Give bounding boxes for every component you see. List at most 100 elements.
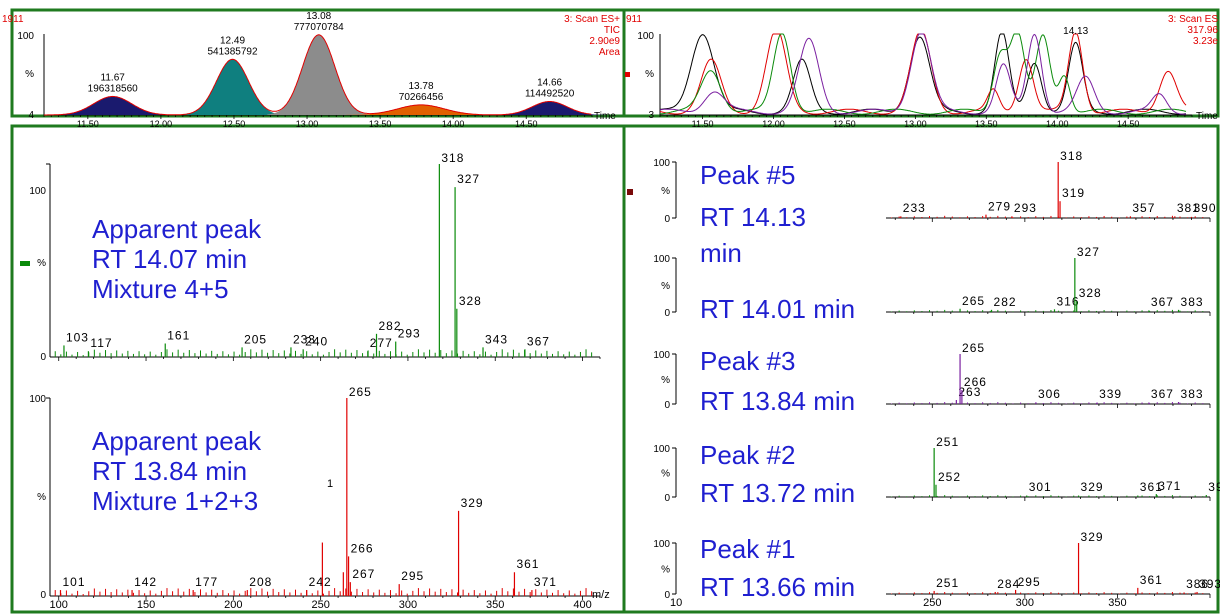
ion-trace xyxy=(659,33,1187,115)
ls0-y-bottom: 0 xyxy=(40,352,46,363)
tl-x-label: Time xyxy=(594,111,616,122)
tic-chromatogram: 11.50 12.00 12.50 13.00 13.50 14.00 14.50 11.67… xyxy=(43,11,606,129)
tic-peak-area xyxy=(493,101,606,115)
rs-marker xyxy=(627,189,633,195)
rs0-peak-label: 357 xyxy=(1132,201,1155,215)
rs3-peak-label: 329 xyxy=(1081,480,1104,494)
ls0-peak-label: 328 xyxy=(459,294,482,308)
ls0-peak-label: 240 xyxy=(305,334,328,348)
ls1-peak-label: 265 xyxy=(349,385,372,399)
ls0-peak-label: 367 xyxy=(527,334,550,348)
ls1-x-tick-label: 400 xyxy=(573,599,591,611)
tr-x-tick-label: 14.50 xyxy=(1117,119,1140,129)
rs2-peak-label: 263 xyxy=(958,385,981,399)
ls1-y-top: 100 xyxy=(29,394,46,405)
rs-y-mid-label: % xyxy=(661,375,670,386)
rs4-peak-label: 251 xyxy=(936,576,959,590)
rs-y-bottom-label: 0 xyxy=(664,214,670,225)
ion-trace xyxy=(659,33,1187,115)
tl-header-right-2: TIC xyxy=(604,25,620,36)
ls1-x-tick-label: 150 xyxy=(137,599,155,611)
rs4-peak-label: 361 xyxy=(1140,573,1163,587)
tr-header-right-3: 3.23e xyxy=(1193,36,1218,47)
tr-y-mid: % xyxy=(645,69,654,80)
rs4-peak-label: 295 xyxy=(1018,575,1041,589)
ls1-x-tick-label: 100 xyxy=(50,599,68,611)
ls0-peak-label: 282 xyxy=(379,319,402,333)
tic-peak-area xyxy=(51,96,174,115)
tic-peak-rt-label: 13.78 xyxy=(409,81,434,92)
peak-spectrum-3: 100% 0 263 265 266 306 339 367 383 xyxy=(653,341,1211,411)
tr-header-left: 911 xyxy=(626,14,642,25)
ls1-x-tick-label: 300 xyxy=(399,599,417,611)
rs4-x-tick-label: 250 xyxy=(923,597,941,609)
rs0-peak-label: 318 xyxy=(1060,149,1083,163)
rs3-annotation-1: Peak #2 xyxy=(700,440,795,470)
tl-header-right-3: 2.90e9 xyxy=(589,36,620,47)
rs-y-mid-label: % xyxy=(661,565,670,576)
ls0-peak-label: 343 xyxy=(485,332,508,346)
rs-y-mid-label: % xyxy=(661,186,670,197)
tl-y-bottom: 4 xyxy=(28,110,34,121)
tl-x-tick-label: 13.00 xyxy=(296,119,319,129)
tr-x-tick-label: 11.50 xyxy=(692,119,714,129)
ls1-y-mid: % xyxy=(37,492,46,503)
ls0-peak-label: 233 xyxy=(293,332,316,346)
tic-peak-area-label: 777070784 xyxy=(294,22,344,33)
tr-x-tick-label: 13.50 xyxy=(975,119,998,129)
rs2-peak-label: 265 xyxy=(962,341,985,355)
ls0-peak-label: 327 xyxy=(457,172,480,186)
tr-x-tick-label: 14.00 xyxy=(1046,119,1069,129)
rs-y-top-label: 100 xyxy=(653,254,670,265)
rs0-peak-label: 390 xyxy=(1193,201,1216,215)
rs3-peak-label: 251 xyxy=(936,435,959,449)
tl-x-tick-label: 11.50 xyxy=(77,119,99,129)
tic-peak-rt-label: 13.08 xyxy=(306,11,331,22)
tic-peak-area-label: 541385792 xyxy=(207,46,257,57)
rs0-peak-label: 293 xyxy=(1014,201,1037,215)
ls0-peak-label: 318 xyxy=(441,151,464,165)
rs4-peak-label: 329 xyxy=(1081,530,1104,544)
tr-header-right: 3: Scan ES xyxy=(1168,14,1218,25)
ls1-peak-label: 267 xyxy=(352,567,375,581)
rs2-peak-label: 266 xyxy=(964,375,987,389)
tl-x-tick-label: 12.00 xyxy=(150,119,173,129)
rs1-annotation-2: RT 14.01 min xyxy=(700,294,855,324)
tr-peak-label: 14.13 xyxy=(1063,26,1088,37)
rs1-peak-label: 327 xyxy=(1077,245,1100,259)
rs2-annotation-2: RT 13.84 min xyxy=(700,386,855,416)
rs1-peak-label: 282 xyxy=(994,295,1017,309)
ls0-peak-label: 293 xyxy=(398,327,421,341)
rs-y-top-label: 100 xyxy=(653,158,670,169)
ls1-x-tick-label: 350 xyxy=(486,599,504,611)
ls0-peak-label: 117 xyxy=(90,336,112,350)
tic-trace xyxy=(44,34,592,116)
rs-y-mid-label: % xyxy=(661,469,670,480)
ls1-peak-label: 142 xyxy=(134,575,157,589)
bottom-left-frame xyxy=(10,124,626,614)
rs0-annotation-2: RT 14.13 xyxy=(700,202,806,232)
ion-trace xyxy=(659,33,1187,115)
peak-spectrum-2: 100% 0 265 282 316 327 328 367 383 xyxy=(653,245,1211,319)
ls0-peak-label: 205 xyxy=(244,332,267,346)
tr-x-tick-label: 13.00 xyxy=(904,119,927,129)
rs4-x-tick-label: 300 xyxy=(1016,597,1034,609)
rs3-peak-label: 398 xyxy=(1208,480,1220,494)
rs3-peak-label: 301 xyxy=(1029,480,1052,494)
rs1-peak-label: 316 xyxy=(1056,294,1079,308)
rs-y-mid-label: % xyxy=(661,281,670,292)
rs3-annotation-2: RT 13.72 min xyxy=(700,478,855,508)
ls1-y-bottom: 0 xyxy=(40,590,46,601)
rs0-peak-label: 319 xyxy=(1062,186,1085,200)
ls1-peak-label: 361 xyxy=(516,557,539,571)
tl-x-tick-label: 14.50 xyxy=(515,119,538,129)
tr-x-tick-label: 12.00 xyxy=(762,119,785,129)
tl-header-right: 3: Scan ES+ xyxy=(564,14,620,25)
tl-x-tick-label: 14.00 xyxy=(442,119,465,129)
tic-peak-rt-label: 11.67 xyxy=(101,72,126,83)
rs4-peak-label: 284 xyxy=(997,577,1020,591)
rs4-annotation-2: RT 13.66 min xyxy=(700,572,855,602)
